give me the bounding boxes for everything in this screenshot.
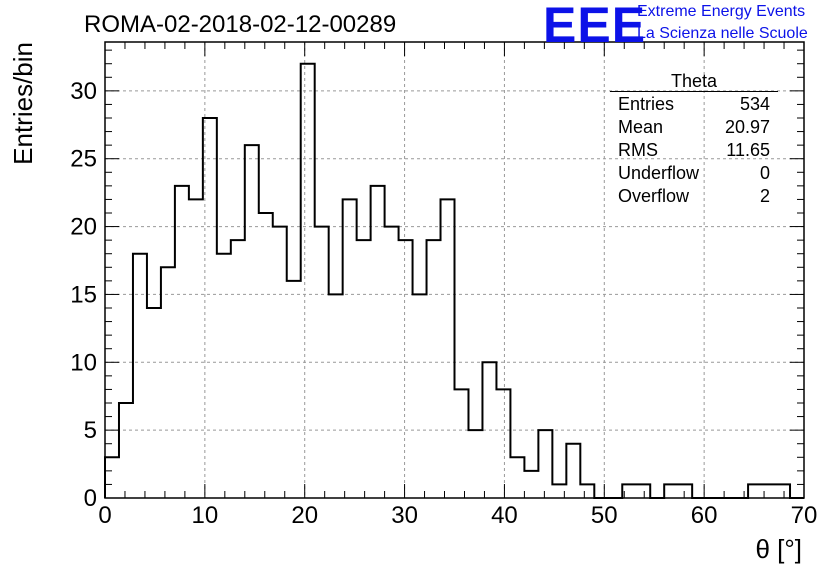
histogram-bin [538, 430, 552, 498]
stat-value: 0 [759, 163, 770, 183]
y-tick-label: 25 [70, 146, 97, 173]
histogram-bin [664, 484, 678, 498]
y-tick-label: 5 [84, 417, 97, 444]
histogram-bin [175, 186, 189, 498]
x-tick-label: 70 [791, 502, 818, 529]
x-tick-label: 0 [98, 502, 111, 529]
y-tick-label: 15 [70, 281, 97, 308]
stat-value: 11.65 [726, 140, 770, 160]
histogram-bin [147, 308, 161, 498]
histogram-bin [441, 199, 455, 498]
histogram-outline [104, 62, 804, 499]
x-tick-label: 60 [691, 502, 718, 529]
histogram-bin [217, 254, 231, 498]
stat-name: Mean [618, 117, 664, 137]
eee-logo: EEE [543, 0, 647, 53]
histogram-bin [287, 281, 301, 498]
stat-name: Underflow [618, 163, 700, 183]
histogram-bin [455, 389, 469, 498]
stats-divider [610, 91, 778, 92]
y-tick-label: 30 [70, 78, 97, 105]
axes [104, 41, 805, 499]
y-tick-label: 10 [70, 349, 97, 376]
histogram-bin [524, 471, 538, 498]
histogram-bin [329, 294, 343, 498]
logo-caption-line-1: Extreme Energy Events [637, 3, 806, 20]
histogram-bin [776, 484, 790, 498]
x-tick-label: 40 [491, 502, 518, 529]
histogram-bin [357, 240, 371, 498]
x-tick-label: 50 [591, 502, 618, 529]
x-tick-label: 20 [291, 502, 318, 529]
histogram-bin [105, 457, 119, 498]
histogram-bin [119, 403, 133, 498]
histogram-bin [245, 145, 259, 498]
histogram-bin [748, 484, 762, 498]
histogram-bin [189, 199, 203, 498]
histogram-bin [259, 213, 273, 498]
y-tick-label: 0 [84, 485, 97, 512]
plot-frame [104, 41, 805, 499]
x-tick-label: 30 [391, 502, 418, 529]
histogram-bin [413, 294, 427, 498]
histogram-bin [231, 240, 245, 498]
histogram-bin [427, 240, 441, 498]
x-axis-label: θ [°] [755, 534, 802, 564]
histogram-bin [678, 484, 692, 498]
histogram-bin [399, 240, 413, 498]
y-axis-label: Entries/bin [8, 42, 38, 165]
histogram-bin [496, 389, 510, 498]
stat-value: 534 [739, 94, 770, 114]
stat-value: 20.97 [724, 117, 770, 137]
histogram-series [104, 62, 804, 499]
histogram-bin [343, 199, 357, 498]
histogram-bin [301, 64, 315, 498]
histogram-bin [385, 227, 399, 498]
stats-title: Theta [670, 71, 718, 91]
stat-value: 2 [759, 186, 770, 206]
histogram-bin [580, 484, 594, 498]
histogram-bin [636, 484, 650, 498]
histogram-bin [468, 430, 482, 498]
chart-title: ROMA-02-2018-02-12-00289 [84, 11, 397, 38]
histogram-bin [133, 254, 147, 498]
stat-name: Overflow [618, 186, 690, 206]
y-tick-label: 20 [70, 214, 97, 241]
x-tick-label: 10 [192, 502, 219, 529]
histogram-bin [566, 444, 580, 498]
logo-caption-line-2: La Scienza nelle Scuole [637, 25, 808, 42]
histogram-bin [161, 267, 175, 498]
stats-box: Theta Entries 534 Mean 20.97 RMS 11.65 U… [610, 70, 778, 210]
histogram-bin [510, 457, 524, 498]
stat-name: RMS [618, 140, 658, 160]
histogram-bin [371, 186, 385, 498]
stat-name: Entries [618, 94, 675, 114]
